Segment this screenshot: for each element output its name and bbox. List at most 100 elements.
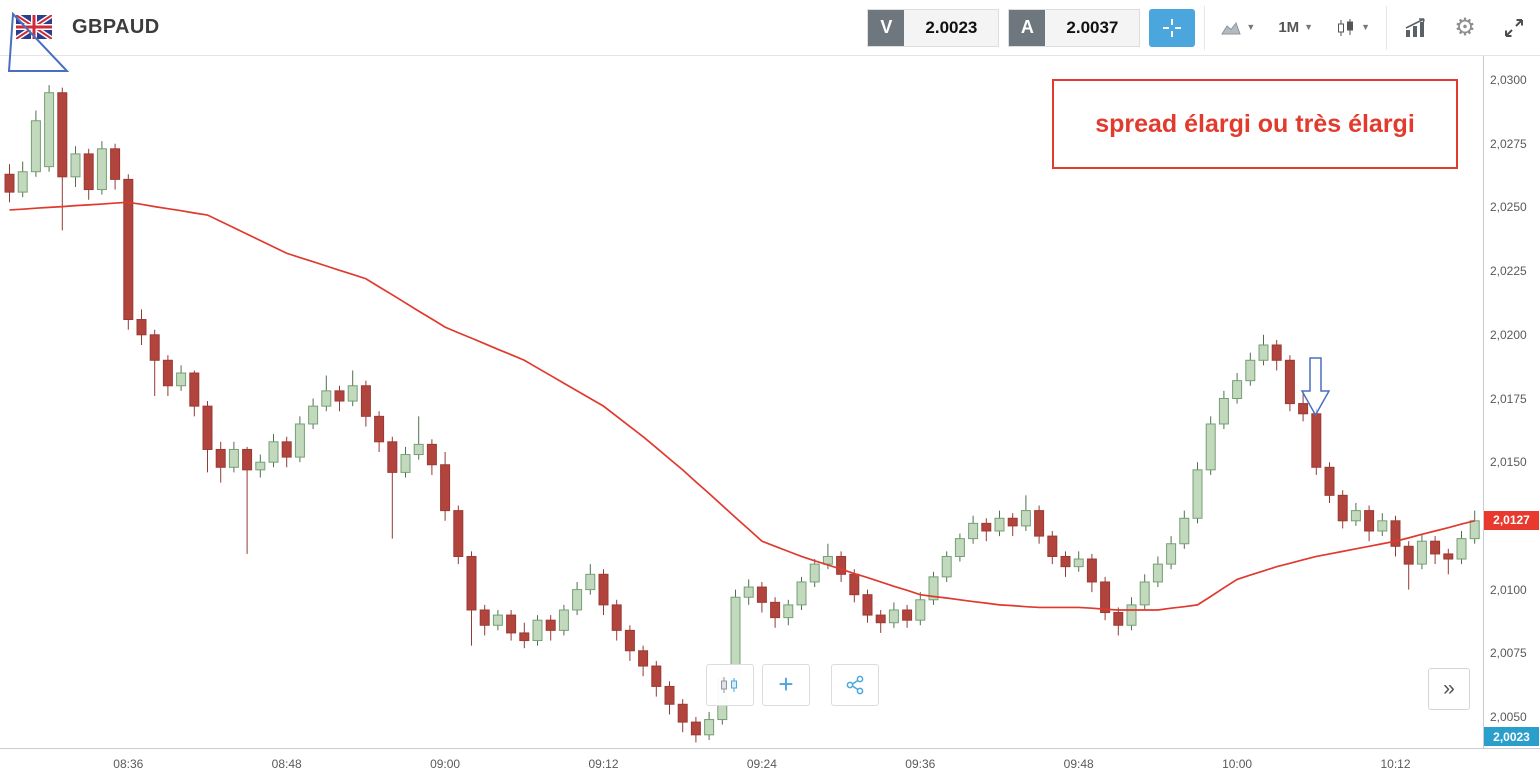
candle-down bbox=[1113, 612, 1124, 626]
collapse-panel-button[interactable]: » bbox=[1428, 668, 1470, 710]
price-axis-label: 2,0100 bbox=[1490, 582, 1527, 597]
time-axis-label: 08:48 bbox=[271, 757, 302, 771]
chart-canvas[interactable] bbox=[0, 0, 1483, 748]
candle-down bbox=[836, 555, 847, 575]
chart-tool-icon bbox=[721, 677, 737, 693]
candle-up bbox=[1020, 510, 1031, 527]
chevron-down-icon: ▼ bbox=[1361, 22, 1370, 32]
symbol-title: GBPAUD bbox=[72, 16, 160, 38]
chevron-down-icon: ▼ bbox=[1304, 22, 1314, 32]
candle-up bbox=[294, 423, 305, 458]
candle-down bbox=[849, 573, 860, 596]
price-axis-divider bbox=[1483, 55, 1484, 748]
price-axis-label: 2,0275 bbox=[1490, 136, 1527, 151]
sell-letter: V bbox=[868, 9, 905, 46]
toolbar-separator bbox=[1204, 5, 1206, 50]
candle-down bbox=[902, 609, 913, 621]
candle-down bbox=[506, 614, 517, 634]
candle-down bbox=[202, 405, 213, 450]
candle-down bbox=[677, 703, 688, 723]
candle-down bbox=[598, 573, 609, 606]
candle-up bbox=[1126, 604, 1137, 626]
candle-up bbox=[1258, 344, 1269, 361]
candle-up bbox=[400, 454, 411, 473]
candle-down bbox=[1390, 520, 1401, 547]
settings-button[interactable]: ⚙ bbox=[1445, 8, 1485, 48]
sell-price: 2.0023 bbox=[925, 17, 978, 37]
timeframe-dropdown[interactable]: 1M ▼ bbox=[1271, 8, 1320, 48]
candle-up bbox=[1456, 538, 1467, 560]
spread-annotation-box[interactable]: spread élargi ou très élargi bbox=[1052, 79, 1458, 169]
indicators-button[interactable] bbox=[1396, 8, 1436, 48]
candle-down bbox=[440, 464, 451, 512]
candle-up bbox=[796, 581, 807, 606]
candle-down bbox=[756, 586, 767, 603]
candle-up bbox=[585, 573, 596, 591]
candle-down bbox=[334, 390, 345, 402]
candle-up bbox=[492, 614, 503, 626]
candle-down bbox=[638, 650, 649, 667]
candle-up bbox=[308, 405, 319, 425]
candle-down bbox=[387, 441, 398, 473]
candle-down bbox=[1086, 558, 1097, 583]
chevron-down-icon: ▼ bbox=[1246, 22, 1256, 32]
candle-up bbox=[783, 604, 794, 619]
add-button[interactable]: + bbox=[762, 664, 810, 706]
candle-up bbox=[1377, 520, 1388, 532]
candle-up bbox=[1469, 520, 1480, 540]
price-axis[interactable]: 2,0127 2,0023 2,0300 2,0275 2,0250 2,0225 2,… bbox=[1484, 55, 1540, 748]
candle-up bbox=[1139, 581, 1150, 606]
candle-up bbox=[558, 609, 569, 631]
indicators-icon bbox=[1405, 17, 1425, 37]
candle-down bbox=[981, 522, 992, 532]
sell-quote-button[interactable]: V 2.0023 bbox=[867, 8, 1000, 47]
candle-up bbox=[994, 517, 1005, 532]
candle-down bbox=[1047, 535, 1058, 557]
candle-up bbox=[941, 555, 952, 578]
candle-down bbox=[479, 609, 490, 626]
candle-up bbox=[915, 599, 926, 621]
candle-down bbox=[360, 385, 371, 417]
crosshair-icon bbox=[1163, 18, 1182, 37]
price-axis-label: 2,0225 bbox=[1490, 264, 1527, 279]
fullscreen-button[interactable] bbox=[1494, 8, 1534, 48]
candle-down bbox=[426, 443, 437, 466]
gbpaud-flag-icon bbox=[16, 15, 52, 39]
candle-down bbox=[57, 92, 68, 178]
time-axis[interactable]: 08:36 08:48 09:00 09:12 09:24 09:36 09:48 10:00… bbox=[0, 748, 1540, 781]
buy-price: 2.0037 bbox=[1066, 17, 1119, 37]
candle-down bbox=[664, 685, 675, 705]
candle-up bbox=[532, 619, 543, 642]
candle-up bbox=[743, 586, 754, 598]
chart-tool-button[interactable] bbox=[706, 664, 754, 706]
candle-down bbox=[123, 178, 134, 321]
candle-up bbox=[17, 171, 28, 193]
candle-down bbox=[162, 359, 173, 387]
price-axis-label: 2,0175 bbox=[1490, 391, 1527, 406]
candle-up bbox=[1416, 540, 1427, 565]
price-axis-label: 2,0200 bbox=[1490, 327, 1527, 342]
fullscreen-icon bbox=[1505, 18, 1523, 37]
buy-quote-button[interactable]: A 2.0037 bbox=[1008, 8, 1141, 47]
candle-up bbox=[928, 576, 939, 601]
candle-up bbox=[968, 522, 979, 540]
candle-up bbox=[704, 719, 715, 736]
candle-down bbox=[770, 601, 781, 619]
candle-up bbox=[572, 589, 583, 611]
toolbar-separator bbox=[1386, 5, 1387, 50]
candle-up bbox=[1166, 543, 1177, 565]
candle-down bbox=[242, 448, 253, 471]
candle-down bbox=[1100, 581, 1111, 614]
crosshair-button[interactable] bbox=[1149, 8, 1196, 47]
share-button[interactable] bbox=[831, 664, 879, 706]
candle-up bbox=[70, 153, 81, 178]
candle-up bbox=[413, 443, 424, 456]
candle-up bbox=[1073, 558, 1084, 568]
area-chart-icon bbox=[1221, 21, 1242, 34]
candle-up bbox=[255, 461, 266, 471]
chart-type-dropdown[interactable]: ▼ bbox=[1214, 8, 1262, 48]
header-controls: V 2.0023 A 2.0037 ▼ 1M ▼ bbox=[867, 0, 1534, 55]
price-axis-label: 2,0250 bbox=[1490, 200, 1527, 215]
candle-style-dropdown[interactable]: ▼ bbox=[1329, 8, 1377, 48]
